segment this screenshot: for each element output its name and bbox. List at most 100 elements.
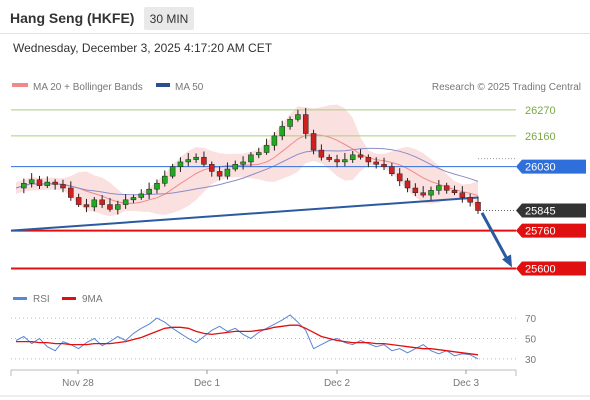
x-tick-label: Nov 28: [62, 378, 94, 389]
candle-body: [99, 199, 105, 205]
rsi-legend-label: RSI: [33, 294, 50, 305]
instrument-title: Hang Seng (HKFE): [10, 10, 135, 26]
candle-body: [420, 192, 426, 196]
x-tick-label: Dec 1: [194, 378, 221, 389]
candle-body: [169, 166, 176, 177]
projection-arrow-head: [502, 254, 512, 268]
candle-body: [342, 159, 348, 163]
header-divider: [0, 33, 590, 34]
candle-body: [436, 185, 442, 191]
candle-body: [146, 188, 152, 195]
candle-body: [255, 152, 262, 156]
last-price-tag: [516, 203, 586, 218]
rsi-line: [15, 314, 479, 360]
candle-body: [75, 197, 82, 205]
trendline: [10, 196, 479, 232]
candle-body: [122, 199, 129, 205]
bollinger-legend-swatch: [12, 83, 28, 87]
candle-body: [334, 159, 340, 163]
resistance-label-2: 26160: [525, 131, 556, 143]
candle-body: [232, 164, 239, 170]
ma50-legend-label: MA 50: [175, 82, 204, 93]
candle-body: [21, 183, 27, 189]
candle-body: [404, 180, 411, 189]
candle-body: [154, 183, 160, 190]
candle-body: [60, 184, 66, 189]
pivot-tag-label: 26030: [525, 162, 556, 174]
candle-body: [310, 133, 317, 151]
candle-body: [365, 156, 372, 163]
last-price-label: 25845: [525, 206, 556, 218]
candle-body: [68, 187, 74, 198]
candle-body: [83, 204, 90, 208]
x-tick-label: Dec 3: [453, 378, 480, 389]
candle-body: [428, 190, 434, 196]
ma9-legend-label: 9MA: [82, 294, 103, 305]
candle-body: [224, 168, 231, 177]
candle-body: [412, 187, 419, 193]
bollinger-band-fill: [16, 104, 478, 217]
rsi-tick-label-30: 30: [525, 355, 537, 366]
candle-body: [193, 156, 199, 160]
price-panel: 26270 26160 26030 25760 25600 25845: [10, 104, 586, 276]
timeframe-badge[interactable]: 30 MIN: [144, 7, 194, 30]
ma9-legend-swatch: [62, 297, 76, 300]
ma20-line: [15, 134, 479, 204]
candle-body: [107, 204, 113, 210]
ma9-line: [16, 324, 479, 356]
candle-body: [295, 114, 301, 120]
candle-body: [451, 190, 458, 193]
candle-body: [302, 114, 309, 134]
candle-body: [209, 164, 215, 172]
candle-body: [28, 179, 35, 184]
candle-body: [271, 135, 278, 146]
rsi-legend-swatch: [13, 297, 27, 300]
candle-body: [115, 204, 121, 210]
support-tag-label-1: 25760: [525, 226, 556, 238]
candle-body: [91, 199, 98, 208]
candle-body: [349, 154, 356, 160]
rsi-tick-label-70: 70: [525, 314, 537, 325]
chart-datetime: Wednesday, December 3, 2025 4:17:20 AM C…: [13, 41, 273, 55]
resistance-label-1: 26270: [525, 105, 556, 117]
candle-body: [52, 181, 58, 185]
candle-body: [357, 154, 364, 158]
projection-arrow-shaft: [480, 212, 511, 264]
candle-body: [279, 126, 285, 137]
candle-body: [248, 154, 254, 163]
candle-body: [475, 201, 481, 211]
candle-body: [201, 156, 207, 165]
candle-body: [467, 197, 473, 203]
candle-body: [162, 175, 168, 184]
support-tag-1: [516, 223, 586, 238]
x-tick-label: Dec 2: [324, 378, 351, 389]
candle-body: [130, 197, 137, 201]
candle-body: [185, 159, 192, 163]
candle-body: [36, 179, 43, 186]
support-tag-label-2: 25600: [525, 264, 556, 276]
candle-body: [138, 193, 145, 198]
rsi-panel: 70 50 30: [11, 314, 537, 366]
candle-body: [381, 164, 387, 167]
candle-body: [389, 166, 395, 175]
candle-body: [459, 192, 466, 198]
candle-body: [44, 181, 51, 186]
candle-body: [216, 171, 223, 177]
bollinger-legend-label: MA 20 + Bollinger Bands: [33, 82, 143, 93]
candle-body: [177, 161, 184, 167]
candle-body: [318, 149, 325, 158]
ma50-legend-swatch: [156, 83, 170, 87]
rsi-tick-label-50: 50: [525, 335, 537, 346]
candle-body: [373, 161, 379, 165]
pivot-tag: [516, 159, 586, 174]
credit-text: Research © 2025 Trading Central: [432, 82, 581, 93]
candle-body: [287, 119, 293, 127]
candle-body: [326, 156, 332, 160]
candle-body: [263, 145, 270, 153]
candle-body: [240, 161, 246, 165]
x-axis: Nov 28 Dec 1 Dec 2 Dec 3: [62, 370, 479, 389]
candle-body: [443, 185, 450, 191]
support-tag-2: [516, 261, 586, 276]
